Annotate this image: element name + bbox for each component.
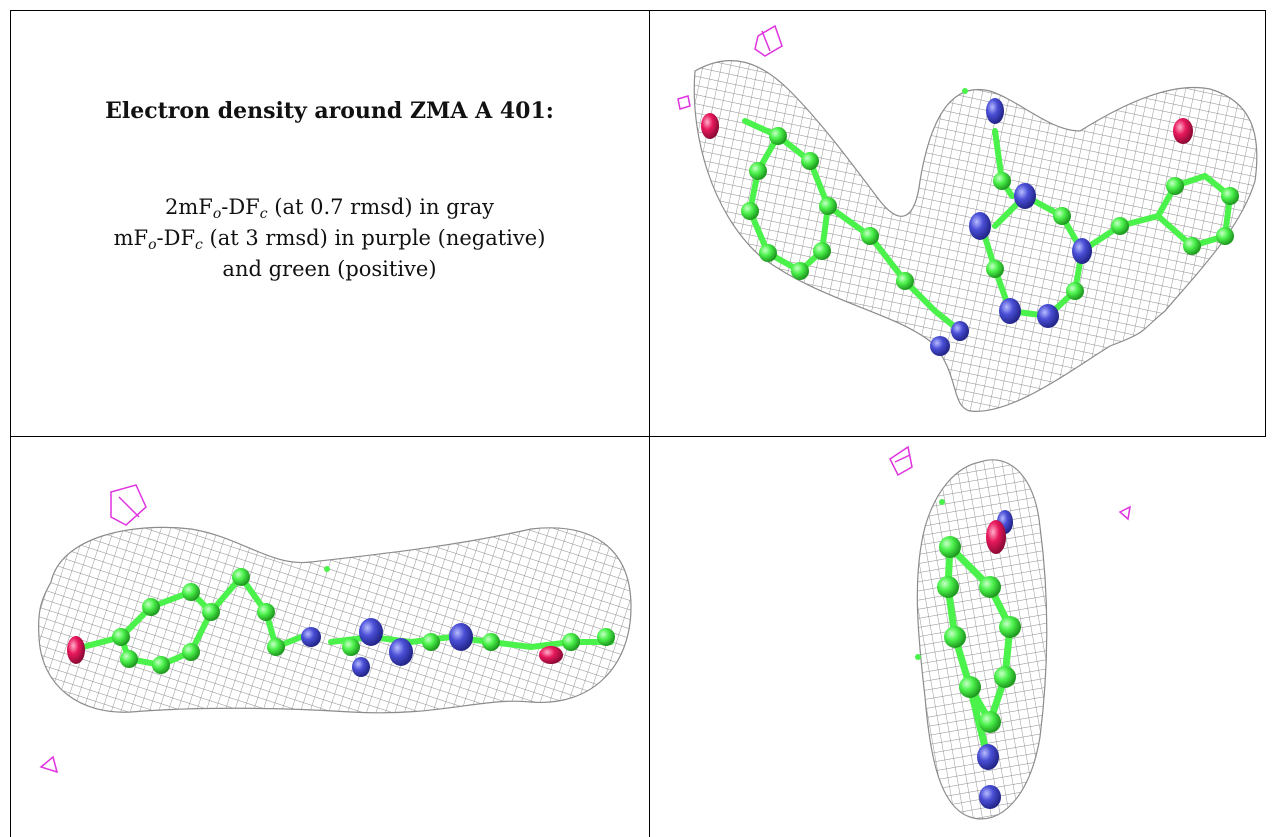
- table-border-middle: [10, 436, 1266, 437]
- density-view-top-right: [650, 11, 1265, 436]
- caption-line-difference: mFo-DFc (at 3 rmsd) in purple (negative): [113, 226, 546, 253]
- oxygen-atoms: [67, 636, 563, 664]
- carbon-atoms: [937, 536, 1021, 733]
- table-border-center: [649, 10, 650, 837]
- caption-cell: Electron density around ZMA A 401: 2mFo-…: [10, 10, 649, 436]
- table-border-top: [10, 10, 1266, 11]
- negative-density-blob-small: [1118, 505, 1131, 521]
- density-mesh: [38, 526, 632, 714]
- oxygen-atoms: [986, 520, 1006, 554]
- density-view-bottom-right: [650, 437, 1265, 837]
- caption-title: Electron density around ZMA A 401:: [105, 98, 554, 124]
- table-border-right: [1265, 10, 1266, 437]
- density-render-end-on: [889, 445, 1131, 820]
- caption-line-gray: 2mFo-DFc (at 0.7 rmsd) in gray: [164, 195, 495, 222]
- density-view-bottom-left: [11, 437, 649, 837]
- carbon-atoms: [112, 568, 615, 674]
- positive-density-dot: [915, 654, 921, 660]
- negative-density-blob: [754, 24, 783, 57]
- negative-density-blob-small: [39, 755, 59, 774]
- carbon-atoms: [741, 127, 1239, 300]
- table-border-left: [10, 10, 11, 837]
- positive-density-dot: [324, 566, 330, 572]
- nitrogen-atoms: [930, 98, 1092, 356]
- positive-density-dot: [939, 499, 945, 505]
- negative-density-blob: [889, 445, 913, 477]
- caption-body: 2mFo-DFc (at 0.7 rmsd) in gray mFo-DFc (…: [114, 192, 546, 285]
- density-render-edge: [38, 484, 632, 774]
- negative-density-blob-small: [677, 95, 691, 110]
- density-render-front: [677, 24, 1258, 412]
- positive-density-dot: [962, 88, 968, 94]
- nitrogen-atoms: [301, 618, 473, 677]
- negative-density-blob: [110, 484, 147, 526]
- caption-line-positive: and green (positive): [222, 257, 437, 281]
- oxygen-atoms: [701, 113, 1193, 144]
